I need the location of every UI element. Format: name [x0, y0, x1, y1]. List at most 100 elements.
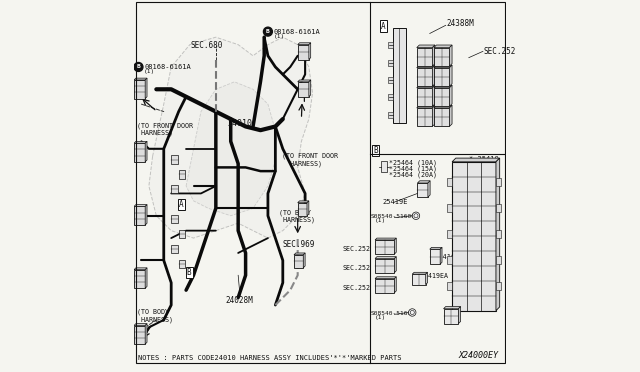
Polygon shape — [307, 201, 309, 216]
Polygon shape — [134, 268, 147, 270]
Text: B: B — [187, 268, 191, 277]
Bar — [179, 200, 186, 208]
Text: (1): (1) — [273, 34, 285, 39]
Polygon shape — [145, 205, 147, 225]
Bar — [179, 260, 186, 268]
Polygon shape — [449, 85, 452, 106]
Polygon shape — [309, 80, 310, 97]
Polygon shape — [417, 105, 435, 108]
Bar — [496, 256, 501, 264]
Bar — [134, 270, 145, 288]
Text: (TO FRONT DOOR
 HARNESS): (TO FRONT DOOR HARNESS) — [137, 122, 193, 136]
Polygon shape — [449, 45, 452, 66]
Polygon shape — [434, 105, 452, 108]
Polygon shape — [309, 43, 310, 60]
Polygon shape — [298, 80, 310, 82]
Text: 24388M: 24388M — [447, 19, 474, 28]
Text: SEC.252: SEC.252 — [342, 265, 371, 271]
Polygon shape — [433, 85, 435, 106]
Polygon shape — [417, 85, 435, 88]
Circle shape — [412, 212, 420, 219]
Bar — [298, 203, 307, 216]
Polygon shape — [375, 257, 396, 259]
Bar — [388, 94, 392, 100]
Polygon shape — [145, 78, 147, 99]
Polygon shape — [149, 37, 312, 238]
Text: *25464 (15A): *25464 (15A) — [389, 165, 437, 172]
Polygon shape — [134, 324, 147, 326]
Bar — [134, 143, 145, 162]
Text: (TO BODY
 HARNESS): (TO BODY HARNESS) — [137, 309, 173, 323]
Text: S08540-51600: S08540-51600 — [371, 214, 415, 219]
Bar — [388, 112, 392, 118]
Bar — [298, 82, 309, 97]
Polygon shape — [417, 45, 435, 48]
Polygon shape — [394, 277, 396, 293]
Text: * 25410: * 25410 — [468, 156, 499, 162]
Text: *25464 (20A): *25464 (20A) — [389, 171, 437, 178]
Bar — [447, 230, 452, 238]
Text: 24010: 24010 — [228, 119, 253, 128]
Text: SEC.969: SEC.969 — [283, 240, 315, 249]
Polygon shape — [434, 85, 452, 88]
Polygon shape — [186, 82, 275, 216]
Text: NOTES : PARTS CODE24010 HARNESS ASSY INCLUDES'*'*'MARKED PARTS: NOTES : PARTS CODE24010 HARNESS ASSY INC… — [138, 355, 401, 361]
Polygon shape — [433, 65, 435, 86]
Polygon shape — [444, 307, 461, 309]
Bar — [417, 88, 433, 106]
Bar — [434, 48, 449, 66]
Text: *25464 (10A): *25464 (10A) — [389, 159, 437, 166]
Bar — [134, 326, 145, 344]
Bar — [294, 255, 303, 268]
Polygon shape — [417, 65, 435, 68]
Polygon shape — [417, 181, 430, 183]
Polygon shape — [134, 205, 147, 206]
Bar — [417, 108, 433, 126]
Text: 08168-6161A: 08168-6161A — [273, 29, 320, 35]
Polygon shape — [394, 238, 396, 254]
Bar — [496, 204, 501, 212]
Bar — [172, 185, 178, 193]
Text: SEC.252: SEC.252 — [484, 47, 516, 56]
Bar — [429, 249, 440, 264]
Text: B: B — [136, 64, 140, 70]
Text: 25410G: 25410G — [435, 254, 460, 260]
Polygon shape — [294, 253, 305, 255]
Bar — [444, 309, 458, 324]
Text: (1): (1) — [375, 218, 387, 224]
Polygon shape — [452, 158, 500, 162]
Text: SEC.252: SEC.252 — [342, 246, 371, 252]
Text: 08168-6161A: 08168-6161A — [144, 64, 191, 70]
Polygon shape — [298, 43, 310, 45]
Polygon shape — [375, 277, 396, 279]
Circle shape — [408, 309, 416, 316]
Bar — [388, 42, 392, 48]
Text: (TO BODY
 HARNESS): (TO BODY HARNESS) — [279, 209, 315, 223]
Bar — [434, 88, 449, 106]
Bar — [375, 279, 394, 293]
Polygon shape — [440, 247, 442, 264]
Text: (1): (1) — [375, 315, 387, 320]
Polygon shape — [458, 307, 461, 324]
Text: SEC.252: SEC.252 — [342, 285, 371, 291]
Polygon shape — [375, 238, 396, 240]
Bar — [496, 178, 501, 186]
Bar — [412, 274, 426, 285]
Bar — [417, 68, 433, 86]
Polygon shape — [434, 45, 452, 48]
Circle shape — [134, 62, 143, 71]
Polygon shape — [145, 141, 147, 162]
Bar — [447, 282, 452, 290]
Bar — [496, 230, 501, 238]
Polygon shape — [134, 141, 147, 143]
Bar — [134, 80, 145, 99]
Polygon shape — [426, 272, 428, 285]
Polygon shape — [394, 257, 396, 273]
Bar — [134, 206, 145, 225]
Bar — [298, 45, 309, 60]
Text: B: B — [374, 146, 378, 155]
Bar — [172, 155, 178, 164]
Text: 25419E: 25419E — [383, 199, 408, 205]
Text: A: A — [179, 200, 184, 209]
Polygon shape — [433, 45, 435, 66]
